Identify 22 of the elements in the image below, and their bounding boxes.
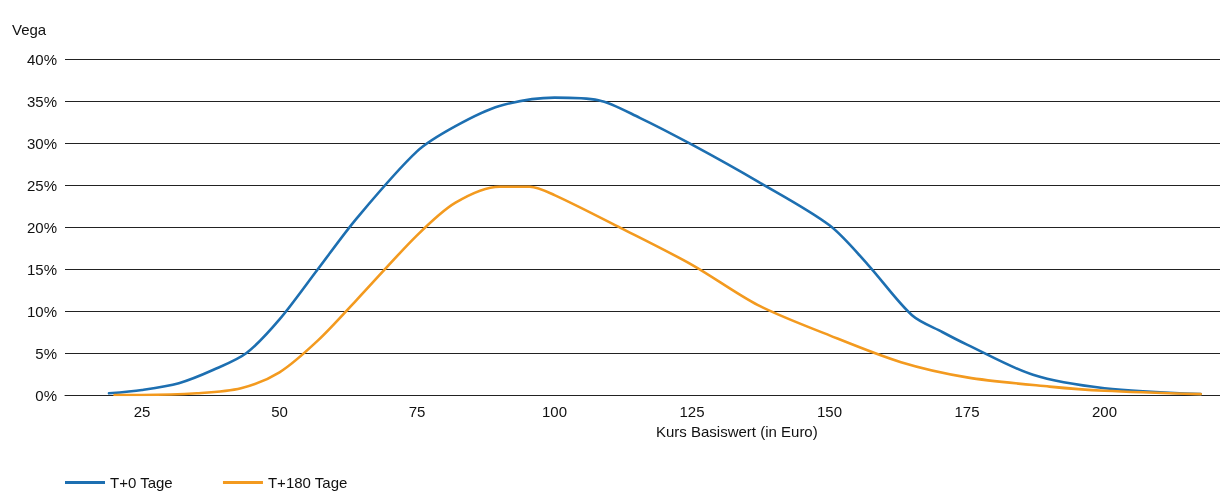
y-tick-label: 25% [26, 176, 57, 194]
y-tick-label: 10% [26, 302, 57, 320]
y-tick-label: 40% [26, 50, 57, 68]
x-tick-label: 100 [541, 403, 568, 420]
y-tick-label: 5% [35, 344, 57, 362]
x-tick-label: 75 [408, 403, 426, 420]
y-tick-label: 30% [26, 134, 57, 152]
y-tick-label: 20% [26, 218, 57, 236]
y-axis-title: Vega [12, 21, 47, 38]
x-tick-label: 25 [133, 403, 151, 420]
x-tick-label: 50 [271, 403, 288, 420]
x-tick-label: 200 [1091, 403, 1118, 420]
y-tick-label: 15% [26, 260, 57, 278]
legend-label: T+0 Tage [110, 474, 173, 491]
x-tick-label: 125 [679, 403, 705, 420]
y-tick-label: 0% [35, 386, 57, 404]
y-tick-label: 35% [26, 92, 57, 110]
x-axis-title: Kurs Basiswert (in Euro) [656, 423, 818, 440]
x-tick-label: 150 [816, 403, 843, 420]
x-tick-label: 175 [954, 403, 980, 420]
line-series [113, 185, 1203, 397]
legend-label: T+180 Tage [267, 474, 348, 491]
